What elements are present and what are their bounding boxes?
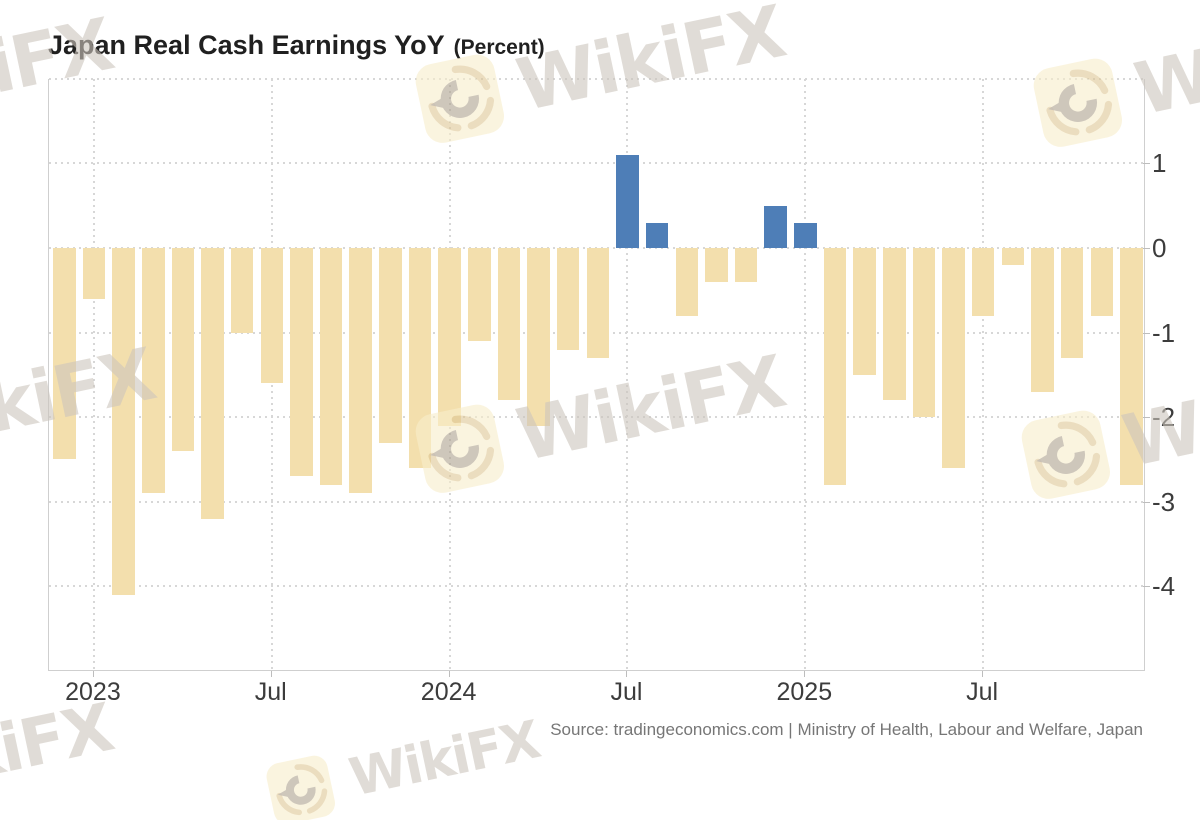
- bar-2024-01[interactable]: [468, 248, 491, 341]
- y-axis-label--2: -2: [1152, 402, 1176, 433]
- bar-2023-12[interactable]: [438, 248, 461, 426]
- bar-2025-05[interactable]: [942, 248, 965, 468]
- chart-title-unit: (Percent): [453, 36, 545, 59]
- y-axis-tick: [1143, 248, 1150, 249]
- y-axis-label-0: 0: [1152, 233, 1167, 263]
- bar-2023-09[interactable]: [349, 248, 372, 494]
- gridline-y-1: [49, 162, 1144, 165]
- bar-2024-11[interactable]: [764, 205, 787, 248]
- x-axis-tick: [270, 671, 272, 677]
- bar-2024-05[interactable]: [586, 248, 610, 358]
- bar-2025-06[interactable]: [971, 248, 995, 316]
- bar-2023-08[interactable]: [319, 248, 343, 485]
- y-axis-tick: [1143, 586, 1150, 588]
- bar-2024-08[interactable]: [675, 248, 698, 316]
- wikifx-watermark-text: WikiFX: [0, 688, 119, 816]
- bar-2025-07[interactable]: [1001, 248, 1024, 265]
- x-axis-label-2025: 2025: [776, 678, 833, 706]
- wikifx-watermark: WikiFX: [0, 689, 119, 815]
- x-axis-label-Jul: Jul: [254, 678, 287, 706]
- bar-2024-04[interactable]: [556, 248, 580, 350]
- gridline-x-2023: [92, 79, 95, 670]
- x-axis-tick: [626, 671, 628, 677]
- bar-2025-02[interactable]: [853, 248, 876, 375]
- bar-2025-08[interactable]: [1031, 248, 1054, 392]
- bar-2023-11[interactable]: [408, 248, 432, 468]
- gridline-x-Jul: [982, 79, 985, 670]
- bar-2022-12[interactable]: [82, 248, 106, 299]
- bar-2025-01[interactable]: [823, 248, 847, 485]
- gridline-y-2: [49, 77, 1144, 80]
- x-axis-label-Jul: Jul: [966, 678, 999, 706]
- y-axis-tick: [1143, 163, 1150, 165]
- bar-2024-03[interactable]: [527, 248, 550, 426]
- x-axis-tick: [982, 671, 984, 677]
- wikifx-logo-icon: [264, 753, 338, 820]
- gridline-y--4: [49, 585, 1144, 588]
- bar-2023-07[interactable]: [290, 248, 313, 477]
- chart-title-text: Japan Real Cash Earnings YoY: [48, 30, 445, 60]
- bar-2025-11[interactable]: [1120, 248, 1143, 485]
- wikifx-watermark-text: WikiFX: [344, 710, 544, 809]
- x-axis-tick: [448, 671, 450, 677]
- bar-2025-03[interactable]: [883, 248, 906, 401]
- bar-2023-03[interactable]: [171, 248, 195, 451]
- gridline-y--2: [49, 416, 1144, 419]
- chart-title: Japan Real Cash Earnings YoY (Percent): [48, 30, 545, 61]
- bar-2024-02[interactable]: [497, 248, 521, 401]
- x-axis-tick: [92, 671, 94, 677]
- x-axis-label-2023: 2023: [65, 678, 121, 706]
- y-axis-label--1: -1: [1152, 317, 1176, 348]
- bar-2024-12[interactable]: [794, 222, 817, 248]
- bar-2022-11[interactable]: [53, 248, 76, 460]
- wikifx-watermark: WikiFX: [264, 709, 544, 820]
- x-axis-label-2024: 2024: [420, 678, 477, 706]
- bar-2023-10[interactable]: [379, 248, 402, 443]
- x-axis-label-Jul: Jul: [610, 678, 643, 706]
- y-axis-label-1: 1: [1152, 148, 1167, 179]
- y-axis-label--4: -4: [1152, 571, 1176, 602]
- bar-2024-06[interactable]: [616, 155, 639, 248]
- plot-area: [48, 77, 1145, 671]
- x-axis-tick: [804, 671, 806, 677]
- bar-2023-05[interactable]: [230, 248, 254, 333]
- bar-2024-07[interactable]: [645, 222, 669, 248]
- y-axis-label--3: -3: [1152, 486, 1176, 517]
- gridline-x-Jul: [626, 79, 629, 670]
- bar-2024-09[interactable]: [705, 248, 728, 282]
- bar-2025-10[interactable]: [1090, 248, 1113, 316]
- y-axis-tick: [1143, 501, 1150, 503]
- y-axis-tick: [1143, 417, 1150, 419]
- bar-2023-02[interactable]: [142, 248, 165, 494]
- bar-2023-01[interactable]: [112, 248, 135, 595]
- y-axis-tick: [1143, 332, 1150, 334]
- gridline-x-2025: [804, 79, 807, 670]
- bar-2023-06[interactable]: [260, 248, 283, 384]
- source-attribution: Source: tradingeconomics.com | Ministry …: [550, 720, 1143, 739]
- bar-2025-09[interactable]: [1060, 248, 1084, 358]
- bar-2025-04[interactable]: [912, 248, 936, 418]
- bar-2023-04[interactable]: [201, 248, 224, 519]
- bar-2024-10[interactable]: [734, 248, 758, 282]
- gridline-y--3: [49, 500, 1144, 503]
